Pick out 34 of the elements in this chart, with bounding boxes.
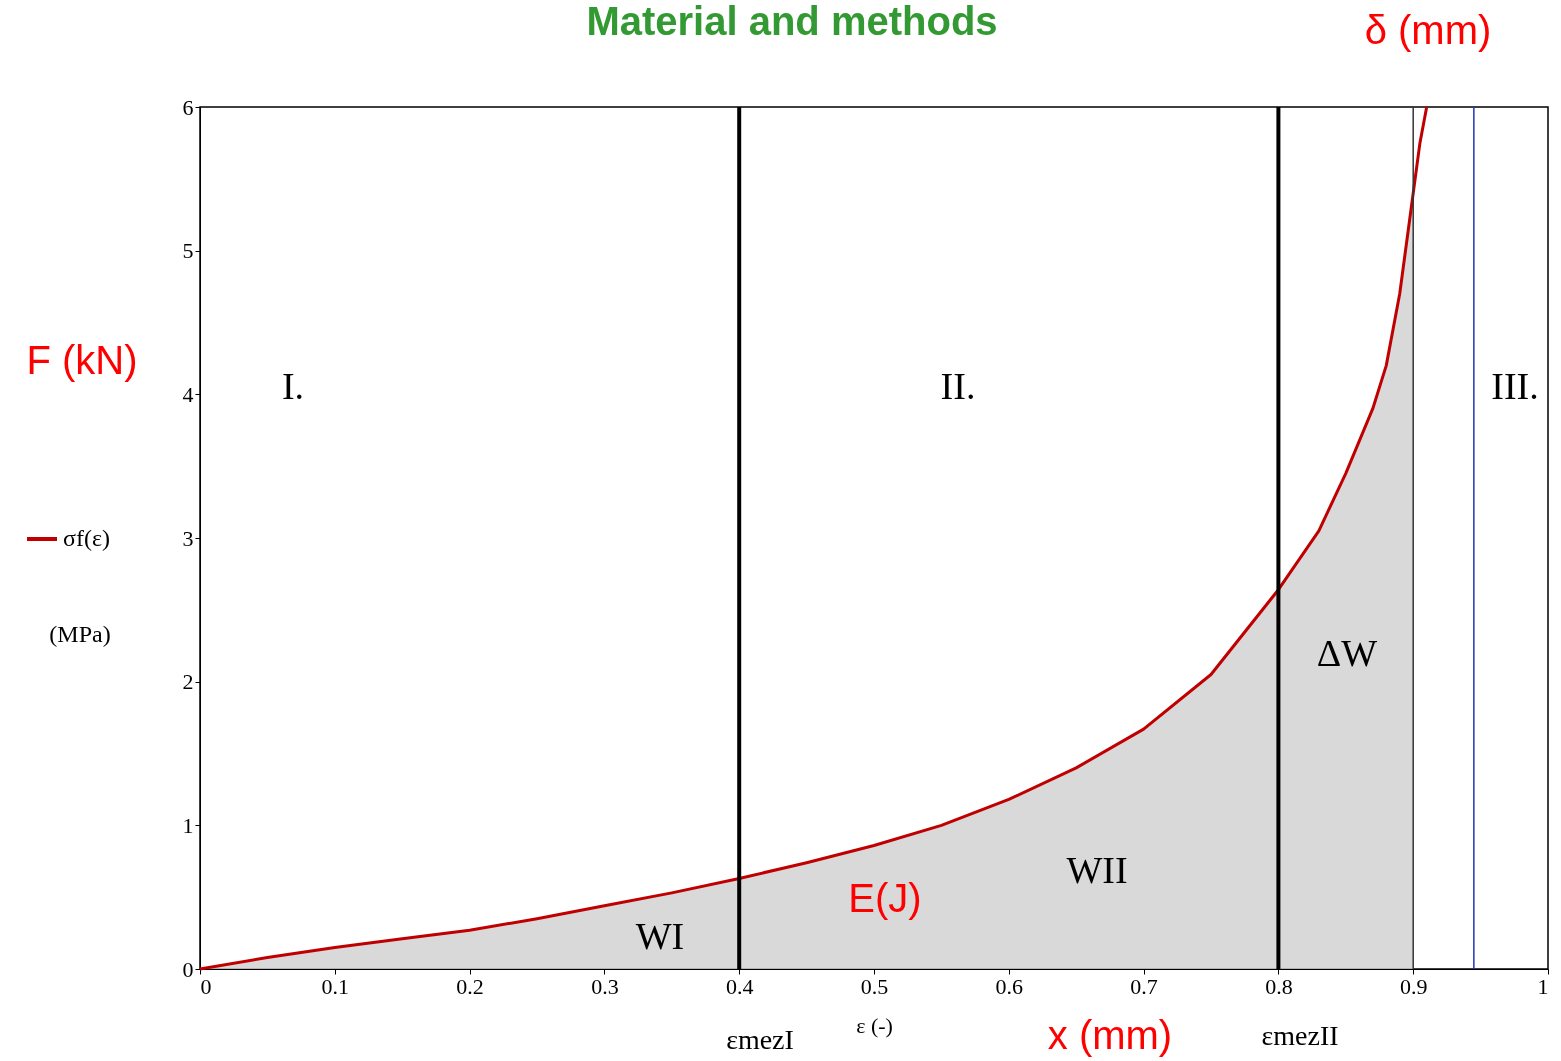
y-tick-label: 0: [182, 956, 194, 982]
text: εmezI: [726, 1024, 794, 1055]
annotation: III.: [1491, 365, 1539, 407]
annotation: ΔW: [1316, 632, 1378, 674]
y-tick-label: 4: [182, 381, 194, 407]
annotation: WI: [635, 915, 685, 957]
x-tick-label: 0.8: [1265, 973, 1293, 999]
x-tick-label: 0.6: [995, 973, 1024, 999]
x-tick-label: 0.7: [1130, 973, 1158, 999]
annotation: E(J): [848, 876, 922, 920]
legend-label: σf(ε): [63, 525, 110, 551]
text: δ (mm): [1364, 8, 1492, 52]
x-tick-label: 0.4: [725, 973, 754, 999]
text: εmezII: [1261, 1020, 1339, 1051]
text: F (kN): [26, 338, 138, 382]
y-axis-title: (MPa): [49, 621, 111, 647]
x-tick-label: 0.2: [456, 973, 484, 999]
y-tick-label: 6: [182, 94, 194, 120]
x-tick-label: 0.3: [591, 973, 619, 999]
annotation: II.: [940, 365, 976, 407]
y-tick-label: 2: [182, 669, 194, 695]
y-tick-label: 3: [182, 525, 194, 551]
x-tick-label: 0.1: [321, 973, 350, 999]
annotation: WII: [1066, 849, 1128, 891]
x-tick-label: 0.5: [860, 973, 889, 999]
x-tick-label: 0: [200, 973, 212, 999]
y-tick-label: 5: [182, 238, 194, 264]
annotation: I.: [281, 365, 305, 407]
x-axis-title: ε (-): [856, 1012, 893, 1038]
y-tick-label: 1: [182, 812, 194, 838]
x-tick-label: 1: [1537, 973, 1549, 999]
x-tick-label: 0.9: [1399, 973, 1428, 999]
chart-title: Material and methods: [586, 0, 998, 43]
text: x (mm): [1047, 1013, 1173, 1057]
